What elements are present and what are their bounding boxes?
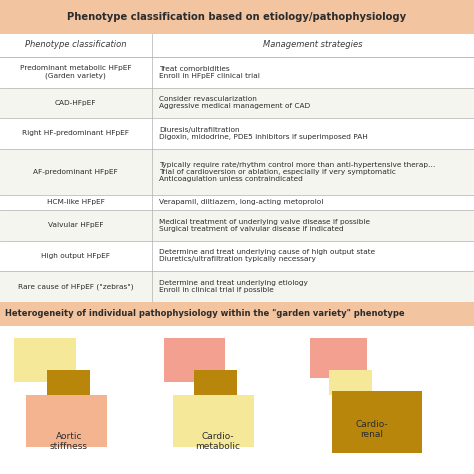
Text: Phenotype classification: Phenotype classification	[25, 40, 127, 49]
Text: Typically require rate/rhythm control more than anti-hypertensive therap…
Trial : Typically require rate/rhythm control mo…	[159, 162, 435, 182]
Text: CAD-HFpEF: CAD-HFpEF	[55, 100, 97, 106]
Text: Determine and treat underlying cause of high output state
Diuretics/ultrafiltrat: Determine and treat underlying cause of …	[159, 249, 375, 263]
Text: Medical treatment of underlying valve disease if possible
Surgical treatment of : Medical treatment of underlying valve di…	[159, 219, 370, 232]
Text: Management strategies: Management strategies	[263, 40, 363, 49]
Bar	[310, 337, 367, 378]
Text: Treat comorbidities
Enroll in HFpEF clinical trial: Treat comorbidities Enroll in HFpEF clin…	[159, 66, 260, 79]
Bar	[329, 370, 372, 395]
Bar	[164, 337, 225, 382]
Text: Diuresis/ultrafiltration
Digoxin, midodrine, PDE5 inhibitors if superimposed PAH: Diuresis/ultrafiltration Digoxin, midodr…	[159, 127, 367, 140]
Text: Predominant metabolic HFpEF
(Garden variety): Predominant metabolic HFpEF (Garden vari…	[20, 65, 132, 79]
Text: Determine and treat underlying etiology
Enroll in clinical trial if possible: Determine and treat underlying etiology …	[159, 280, 308, 293]
Text: HCM-like HFpEF: HCM-like HFpEF	[47, 200, 105, 205]
Text: Cardio-
renal: Cardio- renal	[356, 420, 388, 439]
Text: High output HFpEF: High output HFpEF	[41, 253, 110, 259]
Bar	[0, 88, 474, 118]
Bar	[0, 271, 474, 302]
Bar	[0, 210, 474, 241]
Text: Cardio-
metabolic: Cardio- metabolic	[196, 432, 240, 451]
Bar	[0, 149, 474, 195]
Bar	[173, 395, 254, 447]
Bar	[0, 241, 474, 271]
Bar	[332, 391, 422, 453]
Text: AF-predominant HFpEF: AF-predominant HFpEF	[34, 169, 118, 175]
Text: Valvular HFpEF: Valvular HFpEF	[48, 222, 104, 228]
Bar	[47, 370, 90, 400]
Bar	[194, 370, 237, 400]
Bar	[0, 118, 474, 149]
Bar	[0, 57, 474, 88]
Bar	[14, 337, 76, 382]
Bar	[26, 395, 107, 447]
Text: Phenotype classification based on etiology/pathophysiology: Phenotype classification based on etiolo…	[67, 12, 407, 22]
Text: Verapamil, diltiazem, long-acting metoprolol: Verapamil, diltiazem, long-acting metopr…	[159, 200, 323, 205]
Bar	[0, 195, 474, 210]
Text: Right HF-predominant HFpEF: Right HF-predominant HFpEF	[22, 130, 129, 137]
Text: Heterogeneity of individual pathophysiology within the "garden variety" phenotyp: Heterogeneity of individual pathophysiol…	[5, 310, 404, 318]
Text: Rare cause of HFpEF ("zebras"): Rare cause of HFpEF ("zebras")	[18, 283, 134, 290]
Text: Consider revascularization
Aggressive medical management of CAD: Consider revascularization Aggressive me…	[159, 96, 310, 109]
Text: Aortic
stiffness: Aortic stiffness	[50, 432, 88, 451]
